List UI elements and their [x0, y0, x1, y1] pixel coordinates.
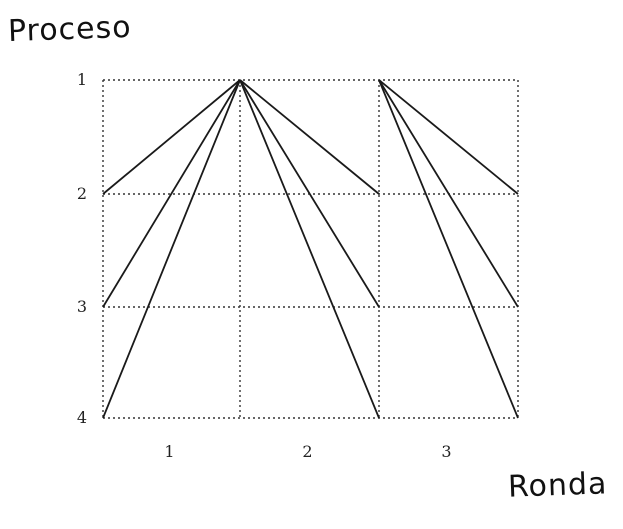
process-label-4: 4 [77, 408, 87, 427]
process-labels: 1 2 3 4 [77, 70, 87, 427]
message-line [378, 79, 519, 419]
message-line [239, 79, 380, 308]
message-lines [102, 79, 519, 419]
message-line [239, 79, 380, 195]
process-label-1: 1 [77, 70, 87, 89]
round-labels: 1 2 3 [164, 442, 451, 461]
process-label-3: 3 [77, 297, 87, 316]
round-label-3: 3 [441, 442, 451, 461]
message-line [378, 79, 519, 308]
message-line [239, 79, 380, 419]
process-label-2: 2 [77, 184, 87, 203]
message-line [102, 79, 241, 195]
round-label-1: 1 [164, 442, 174, 461]
message-line [378, 79, 519, 195]
message-line [102, 79, 241, 308]
grid [102, 79, 519, 419]
round-label-2: 2 [302, 442, 312, 461]
message-line [102, 79, 241, 419]
